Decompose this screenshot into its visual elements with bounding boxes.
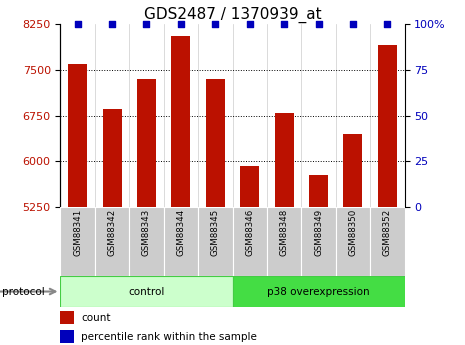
Text: GSM88349: GSM88349 (314, 209, 323, 256)
Text: GSM88346: GSM88346 (245, 209, 254, 256)
Bar (370, 207, 405, 276)
Bar (309, 175, 328, 207)
Text: GSM88342: GSM88342 (107, 209, 117, 256)
Bar (198, 207, 232, 276)
Bar (378, 46, 397, 207)
Text: GSM88344: GSM88344 (176, 209, 186, 256)
Bar (103, 109, 121, 207)
Point (349, 21, 357, 27)
Text: GSM88348: GSM88348 (279, 209, 289, 256)
Bar (164, 207, 198, 276)
Text: GSM88352: GSM88352 (383, 209, 392, 256)
Bar (68, 64, 87, 207)
Bar (95, 207, 129, 276)
Text: GSM88345: GSM88345 (211, 209, 220, 256)
Bar (275, 112, 293, 207)
Point (143, 21, 150, 27)
Text: GSM88350: GSM88350 (348, 209, 358, 256)
Point (74, 21, 81, 27)
Text: percentile rank within the sample: percentile rank within the sample (81, 332, 257, 342)
Bar (60, 276, 232, 307)
Bar (301, 207, 336, 276)
Bar (60, 330, 74, 343)
Bar (172, 36, 190, 207)
Bar (267, 207, 301, 276)
Bar (60, 311, 74, 324)
Point (108, 21, 116, 27)
Point (280, 21, 288, 27)
Point (246, 21, 253, 27)
Bar (60, 207, 95, 276)
Text: GSM88343: GSM88343 (142, 209, 151, 256)
Point (212, 21, 219, 27)
Bar (232, 276, 405, 307)
Text: GSM88341: GSM88341 (73, 209, 82, 256)
Point (315, 21, 322, 27)
Point (177, 21, 185, 27)
Title: GDS2487 / 1370939_at: GDS2487 / 1370939_at (144, 7, 321, 23)
Bar (137, 79, 156, 207)
Text: protocol: protocol (2, 287, 45, 296)
Bar (129, 207, 164, 276)
Text: control: control (128, 287, 165, 296)
Bar (206, 79, 225, 207)
Bar (344, 134, 362, 207)
Bar (232, 207, 267, 276)
Bar (240, 166, 259, 207)
Text: count: count (81, 313, 111, 323)
Point (384, 21, 391, 27)
Text: p38 overexpression: p38 overexpression (267, 287, 370, 296)
Bar (336, 207, 370, 276)
